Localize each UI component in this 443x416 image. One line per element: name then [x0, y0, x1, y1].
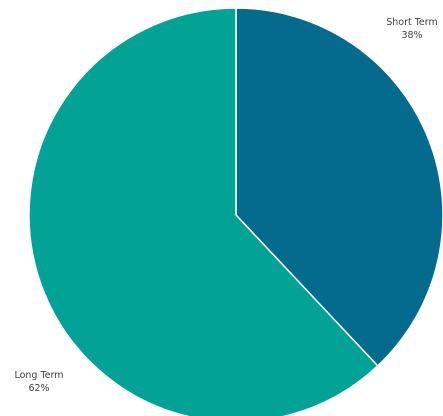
pie-labels: Short Term 38% Long Term 62%	[14, 17, 437, 394]
slice-label-long-term: Long Term	[14, 370, 63, 381]
slice-value-label-long-term: 62%	[28, 383, 49, 394]
pie-slices	[28, 7, 443, 416]
pie-slice-long-term	[28, 7, 379, 416]
slice-value-label-short-term: 38%	[401, 30, 422, 41]
slice-label-short-term: Short Term	[386, 17, 438, 28]
pie-slice-short-term	[235, 7, 443, 367]
